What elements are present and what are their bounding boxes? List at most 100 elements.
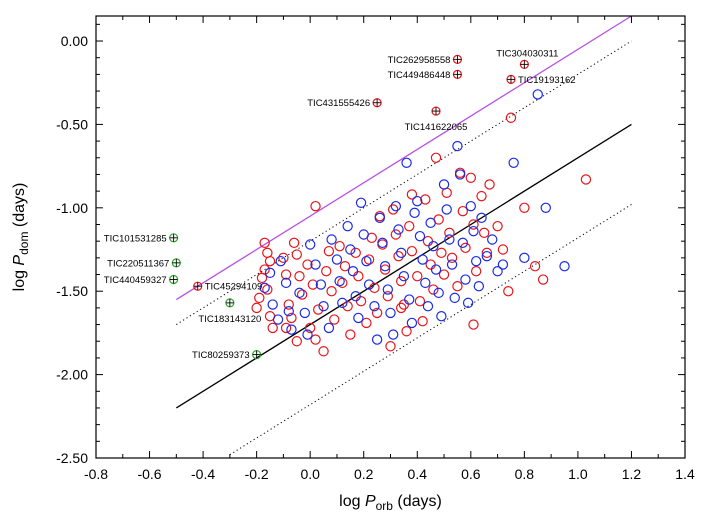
x-tick-label: 0.2 bbox=[354, 466, 374, 482]
red-point bbox=[291, 249, 302, 260]
red-point bbox=[406, 245, 418, 257]
red-cross-crossed-point bbox=[452, 69, 463, 79]
y-axis-title: log Pdom (days) bbox=[11, 183, 31, 292]
blue-point bbox=[444, 234, 455, 245]
red-cross-crossed-point bbox=[452, 54, 463, 64]
point-annotation: TIC101531285 bbox=[104, 233, 167, 244]
blue-point bbox=[353, 312, 364, 324]
blue-point bbox=[497, 259, 509, 270]
x-tick-label: 0.4 bbox=[408, 466, 428, 482]
blue-point bbox=[441, 204, 452, 215]
red-point bbox=[492, 220, 503, 232]
x-axis-title-unit: (days) bbox=[393, 493, 442, 510]
blue-point bbox=[465, 200, 477, 212]
red-point bbox=[310, 200, 321, 212]
blue-point bbox=[487, 234, 498, 245]
plot-frame bbox=[95, 15, 686, 459]
red-point bbox=[251, 302, 262, 314]
red-point bbox=[329, 314, 340, 325]
red-point bbox=[387, 204, 399, 215]
blue-point bbox=[457, 237, 468, 249]
red-point bbox=[404, 220, 415, 232]
point-annotation: TIC449486448 bbox=[388, 70, 451, 81]
y-axis-title-var: P bbox=[11, 255, 28, 266]
point-annotation: TIC431555426 bbox=[307, 98, 370, 109]
red-cross-crossed-point bbox=[519, 59, 529, 69]
green-crossed-point bbox=[171, 258, 181, 268]
x-tick-label: -0.4 bbox=[191, 466, 215, 482]
blue-point bbox=[310, 259, 321, 270]
red-point bbox=[479, 227, 490, 239]
red-point bbox=[390, 229, 402, 240]
red-point bbox=[262, 284, 273, 295]
blue-point bbox=[468, 225, 479, 237]
red-point bbox=[345, 329, 356, 340]
red-point bbox=[452, 281, 463, 292]
red-point bbox=[259, 237, 270, 249]
red-point bbox=[396, 302, 407, 314]
red-point bbox=[302, 259, 313, 270]
fit-line bbox=[175, 123, 632, 409]
y-axis-title-unit: (days) bbox=[11, 183, 28, 232]
point-annotations: TIC262958558 TIC449486448 TIC304030311 TIC1… bbox=[104, 48, 576, 361]
red-point bbox=[334, 240, 345, 252]
x-tick-label: 1.2 bbox=[622, 466, 642, 482]
green-crossed-point bbox=[169, 233, 179, 243]
blue-point bbox=[374, 212, 385, 224]
x-tick-label: -0.2 bbox=[245, 466, 269, 482]
blue-point bbox=[449, 292, 460, 304]
green-crossed-point bbox=[252, 349, 262, 360]
blue-point bbox=[433, 287, 444, 299]
red-point bbox=[326, 286, 337, 297]
blue-point bbox=[417, 254, 428, 265]
blue-point bbox=[280, 277, 292, 289]
red-point bbox=[256, 272, 268, 284]
red-point bbox=[465, 172, 477, 183]
blue-point bbox=[540, 202, 551, 214]
red-point bbox=[294, 270, 305, 282]
blue-point bbox=[481, 250, 493, 262]
blue-point bbox=[420, 277, 431, 289]
red-point bbox=[323, 245, 335, 257]
red-point bbox=[382, 291, 394, 302]
red-point bbox=[307, 279, 319, 290]
blue-point bbox=[409, 207, 420, 219]
blue-point bbox=[377, 237, 388, 249]
blue-point bbox=[454, 169, 466, 180]
blue-point bbox=[382, 284, 394, 295]
red-point bbox=[468, 219, 479, 230]
y-tick-label: 0.00 bbox=[61, 33, 88, 49]
red-point bbox=[283, 299, 294, 310]
red-point bbox=[401, 326, 412, 337]
point-annotation: TIC220511367 bbox=[107, 258, 169, 269]
red-point bbox=[264, 255, 276, 267]
green-crossed-point bbox=[225, 298, 235, 308]
blue-point bbox=[396, 247, 407, 259]
red-point bbox=[304, 322, 316, 334]
x-axis-ticks: -0.8 -0.6 -0.4 -0.2 0.0 0.2 0.4 0.6 0.8 1.0 1.2 1.4 bbox=[84, 16, 695, 482]
red-point bbox=[280, 269, 292, 280]
green-crossed-point bbox=[169, 274, 179, 285]
upper-bound-line bbox=[176, 40, 632, 325]
x-axis-title-main: log bbox=[339, 493, 365, 510]
blue-point bbox=[470, 255, 482, 267]
y-axis-ticks: 0.00 -0.50 -1.00 -1.50 -2.00 -2.50 bbox=[56, 23, 685, 466]
blue-point bbox=[393, 224, 404, 235]
red-point bbox=[436, 247, 447, 259]
red-point bbox=[444, 227, 455, 239]
red-point bbox=[393, 250, 404, 262]
blue-point bbox=[404, 294, 415, 305]
blue-point bbox=[462, 297, 474, 309]
reference-lines bbox=[175, 15, 632, 456]
x-tick-label: -0.6 bbox=[137, 466, 161, 482]
red-point bbox=[342, 301, 353, 312]
red-cross-crossed-point bbox=[506, 74, 516, 84]
blue-point bbox=[286, 324, 297, 335]
blue-point bbox=[326, 234, 337, 245]
blue-point bbox=[318, 301, 329, 312]
red-point bbox=[355, 296, 367, 307]
red-point bbox=[420, 194, 431, 205]
red-point bbox=[321, 265, 332, 277]
red-point bbox=[505, 112, 517, 123]
x-tick-label: 0.8 bbox=[515, 466, 535, 482]
